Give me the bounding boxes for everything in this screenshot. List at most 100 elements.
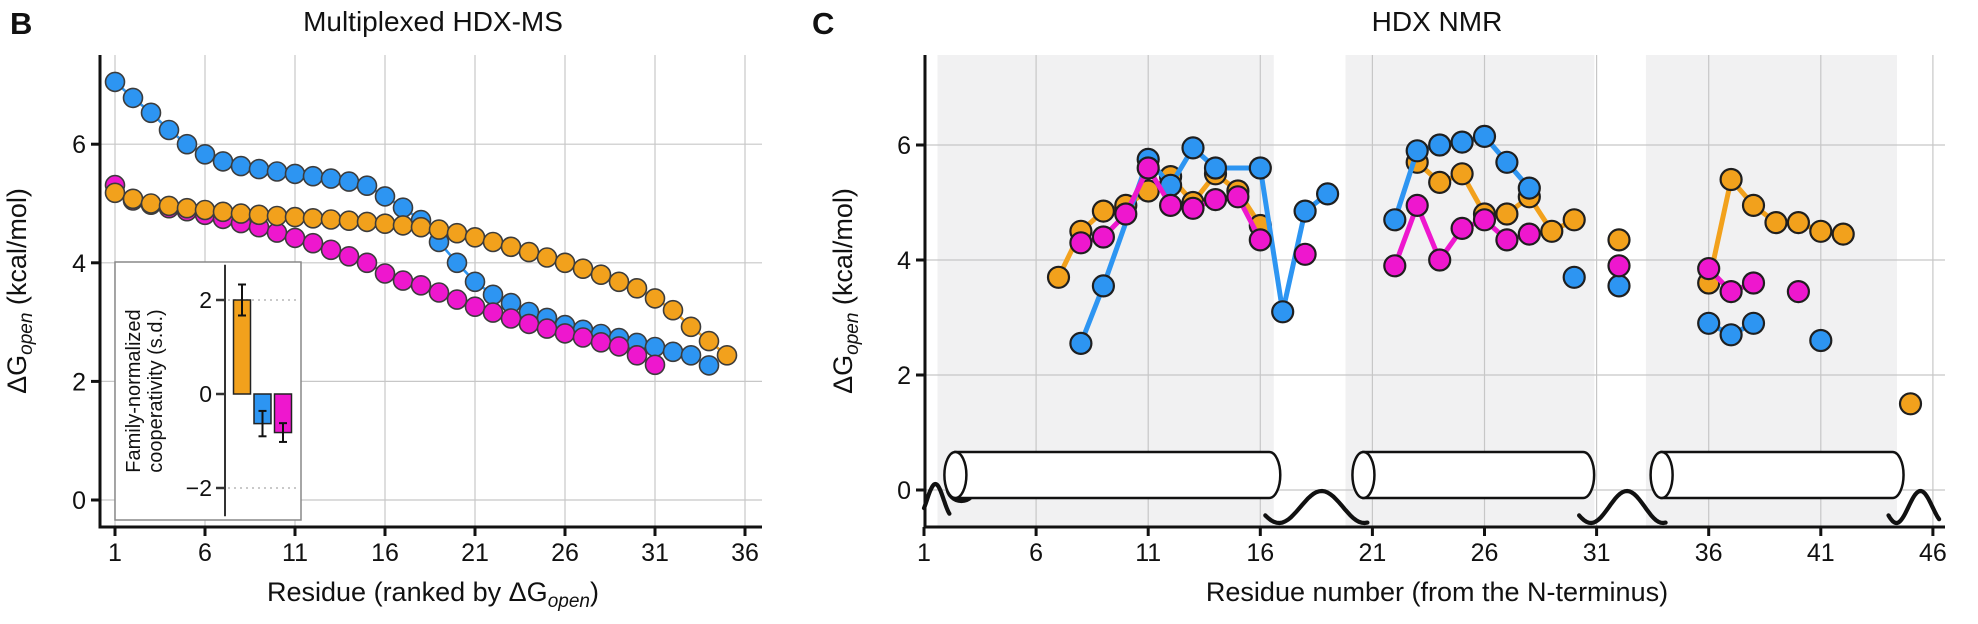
data-point-blue [266, 161, 288, 182]
x-tick-label: 31 [1583, 539, 1611, 567]
x-tick-label: 36 [731, 539, 759, 567]
data-point-magenta [482, 302, 504, 323]
x-tick-label: 6 [1029, 539, 1043, 567]
data-point-magenta [536, 318, 558, 339]
x-tick-label: 26 [1471, 539, 1499, 567]
inset-y-tick-label: 2 [199, 287, 212, 313]
data-point-blue [1809, 328, 1833, 353]
coil-squiggle [921, 481, 952, 516]
x-tick-label: 21 [1358, 539, 1386, 567]
data-point-blue [1293, 199, 1317, 223]
data-point-orange [1091, 199, 1116, 223]
data-point-orange [1562, 208, 1586, 232]
helix-cylinder [1362, 450, 1596, 500]
data-point-magenta [1248, 228, 1272, 252]
data-point-orange [338, 210, 360, 231]
data-point-blue [230, 155, 252, 177]
data-point-blue [1697, 311, 1721, 335]
y-tick-label: 4 [897, 247, 911, 275]
data-point-magenta [1428, 248, 1452, 272]
axis-label-with-subscript: ΔGopen (kcal/mol) [828, 188, 863, 394]
data-point-magenta [338, 245, 360, 267]
data-point-orange [482, 231, 504, 253]
coil-squiggle [1886, 488, 1942, 526]
data-point-magenta [590, 331, 612, 353]
data-point-orange [356, 211, 378, 233]
data-point-orange [140, 193, 162, 214]
data-point-orange [446, 222, 468, 244]
data-point-blue [1069, 331, 1093, 355]
data-point-orange [1741, 193, 1766, 217]
data-point-magenta [626, 344, 648, 366]
data-point-blue [1719, 323, 1743, 347]
data-point-magenta [428, 282, 450, 303]
data-point-magenta [554, 323, 576, 344]
data-point-blue [1562, 265, 1586, 289]
data-point-orange [194, 199, 216, 221]
data-point-orange [1809, 219, 1833, 243]
data-point-blue [140, 102, 162, 124]
data-point-orange [464, 227, 486, 248]
data-point-orange [1898, 392, 1923, 416]
y-tick-label: 6 [897, 132, 911, 160]
panel-c-xaxis-label: Residue number (from the N-terminus) [1206, 577, 1668, 607]
data-point-blue [392, 197, 414, 218]
data-point-magenta [464, 296, 486, 318]
data-point-orange [662, 299, 684, 321]
data-point-orange [500, 236, 522, 258]
data-point-blue [662, 341, 684, 363]
inset-box [114, 261, 302, 521]
data-point-orange [554, 252, 576, 274]
data-point-orange [284, 206, 306, 228]
data-point-orange [1540, 219, 1564, 243]
data-point-orange [1719, 167, 1743, 192]
data-point-blue [1495, 150, 1519, 174]
helix-cylinder [1660, 450, 1905, 500]
data-point-blue [194, 144, 216, 165]
x-tick-label: 16 [371, 539, 399, 567]
data-point-blue [320, 168, 342, 189]
data-point-magenta [608, 336, 630, 357]
inset-y-axis-label: Family-normalized [123, 309, 145, 472]
data-point-magenta [1450, 216, 1474, 240]
data-point-magenta [1495, 228, 1519, 252]
data-point-orange [320, 209, 342, 230]
data-point-blue [698, 355, 720, 376]
data-point-blue [1472, 124, 1497, 148]
data-point-blue [1405, 139, 1429, 163]
data-point-orange [1831, 222, 1855, 246]
data-point-orange [680, 316, 702, 338]
panel-c-title: HDX NMR [1372, 6, 1503, 37]
data-point-magenta [1517, 222, 1541, 246]
data-point-blue [176, 133, 198, 155]
y-tick-label: 0 [72, 487, 86, 515]
data-point-blue [212, 151, 234, 172]
x-tick-label: 46 [1919, 539, 1947, 567]
axis-label-with-subscript: ΔGopen (kcal/mol) [2, 188, 37, 394]
data-point-magenta [1069, 231, 1093, 255]
panel-b-letter: B [10, 6, 32, 41]
series-magenta [1069, 156, 1811, 304]
data-point-blue [644, 336, 666, 358]
helix-cylinder-cap [1351, 450, 1376, 500]
data-point-orange [1607, 228, 1631, 252]
data-point-blue [158, 119, 180, 141]
data-point-blue [1383, 208, 1407, 232]
data-point-magenta [1697, 257, 1721, 281]
data-point-blue [1248, 156, 1272, 180]
data-point-blue [1315, 182, 1340, 206]
data-point-blue [482, 284, 504, 306]
y-tick-label: 4 [72, 250, 86, 278]
x-tick-label: 41 [1807, 539, 1835, 567]
data-point-orange [626, 277, 648, 299]
x-tick-label: 1 [917, 539, 931, 567]
y-tick-label: 2 [72, 368, 86, 396]
data-point-blue [464, 271, 486, 293]
inset-bar-chart: 2 0 −2 Family-normalized cooperativity (s.d.… [114, 261, 302, 521]
data-point-blue [1181, 136, 1205, 160]
y-tick-label: 2 [897, 362, 911, 390]
data-point-blue [302, 165, 324, 187]
